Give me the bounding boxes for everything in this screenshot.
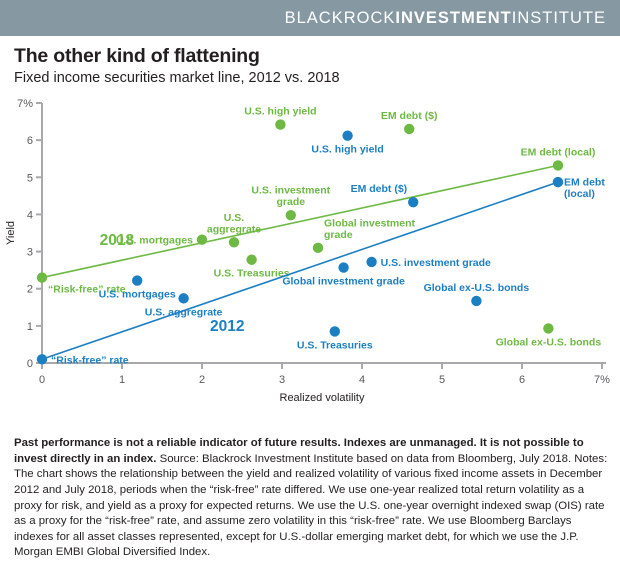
point-label: U.S. mortgages xyxy=(116,235,193,247)
data-point[interactable] xyxy=(552,177,564,188)
x-tick-label: 1 xyxy=(119,374,125,386)
point-label: U.S. Treasuries xyxy=(297,340,373,352)
x-tick-label: 6 xyxy=(519,374,525,386)
data-point[interactable] xyxy=(285,210,296,221)
footnote-disclaimer: Past performance is not a reliable indic… xyxy=(14,437,584,465)
point-label: Global investment grade xyxy=(324,218,416,242)
page-subtitle: Fixed income securities market line, 201… xyxy=(14,70,340,86)
data-point[interactable] xyxy=(338,262,349,274)
title-block: The other kind of flattening Fixed incom… xyxy=(0,36,620,87)
data-point[interactable] xyxy=(404,124,415,135)
page-title: The other kind of flattening xyxy=(14,45,260,67)
data-point[interactable] xyxy=(552,160,564,171)
data-point[interactable] xyxy=(275,119,286,131)
data-point[interactable] xyxy=(228,237,240,248)
data-point[interactable] xyxy=(196,234,208,246)
data-point[interactable] xyxy=(408,197,419,208)
brand-word-blackrock: BLACKROCK xyxy=(284,8,396,27)
point-label: U.S. Treasuries xyxy=(214,268,290,280)
point-label: Global ex-U.S. bonds xyxy=(424,282,530,294)
point-label: EM debt (local) xyxy=(564,177,605,201)
point-label: “Risk-free” rate xyxy=(51,355,129,367)
data-point[interactable] xyxy=(36,272,48,284)
scatter-chart: 0 1 2 3 4 5 6 7% 0 1 2 3 4 5 6 7% Yield Realized volatili… xyxy=(5,98,610,404)
point-label: EM debt ($) xyxy=(351,184,408,196)
y-tick-label: 0 xyxy=(27,358,33,370)
brand-logo-text: BLACKROCKINVESTMENTINSTITUTE xyxy=(285,9,606,28)
brand-header-band: BLACKROCKINVESTMENTINSTITUTE xyxy=(0,0,620,36)
x-tick-label: 0 xyxy=(39,374,45,386)
point-label: U.S. high yield xyxy=(311,144,383,156)
y-tick-label: 1 xyxy=(27,321,33,333)
point-label: Global ex-U.S. bonds xyxy=(496,337,602,349)
y-axis-title: Yield xyxy=(5,221,17,245)
y-tick-label: 6 xyxy=(27,136,33,148)
data-point[interactable] xyxy=(366,257,377,268)
point-label: U.S. mortgages xyxy=(99,289,176,301)
point-label: U.S. investment grade xyxy=(381,257,491,269)
x-tick-label: 3 xyxy=(279,374,285,386)
point-label: U.S. aggregrate xyxy=(207,212,261,236)
data-point[interactable] xyxy=(312,243,324,254)
brand-word-institute: INSTITUTE xyxy=(511,8,606,27)
series-annotation-2018: 2018 xyxy=(100,232,135,249)
footnote-source-notes: Source: Blackrock Investment Institute b… xyxy=(14,452,608,559)
data-point[interactable] xyxy=(36,354,48,365)
x-tick-label: 2 xyxy=(199,374,205,386)
chart-container: 0 1 2 3 4 5 6 7% 0 1 2 3 4 5 6 7% Yield Realized volatili… xyxy=(0,91,620,421)
point-label: Global investment grade xyxy=(282,276,405,288)
y-tick-label: 2 xyxy=(27,284,33,296)
point-label: EM debt ($) xyxy=(381,110,438,122)
point-label: “Risk-free” rate xyxy=(48,284,126,296)
x-tick-label: 7% xyxy=(594,374,610,386)
data-point[interactable] xyxy=(246,254,257,266)
data-point[interactable] xyxy=(329,326,340,338)
y-tick-label: 4 xyxy=(27,210,33,222)
data-point[interactable] xyxy=(471,296,482,307)
x-tick-label: 4 xyxy=(359,374,365,386)
series-annotation-2012: 2012 xyxy=(210,318,244,335)
trendline-2012 xyxy=(41,181,559,361)
x-axis-title: Realized volatility xyxy=(280,392,365,404)
footnote-block: Past performance is not a reliable indic… xyxy=(14,436,610,561)
x-tick-label: 5 xyxy=(439,374,445,386)
point-label: U.S. investment grade xyxy=(251,185,330,209)
data-point[interactable] xyxy=(543,323,554,335)
data-point[interactable] xyxy=(178,293,189,304)
data-point[interactable] xyxy=(132,275,143,287)
y-tick-label: 7% xyxy=(17,98,33,110)
data-point[interactable] xyxy=(342,130,353,142)
brand-word-investment: INVESTMENT xyxy=(395,8,512,27)
point-label: EM debt (local) xyxy=(521,147,596,159)
trendline-2018 xyxy=(41,165,559,279)
y-tick-label: 5 xyxy=(27,173,33,185)
y-tick-label: 3 xyxy=(27,247,33,259)
point-label: U.S. aggregrate xyxy=(145,307,223,319)
point-label: U.S. high yield xyxy=(244,106,316,118)
